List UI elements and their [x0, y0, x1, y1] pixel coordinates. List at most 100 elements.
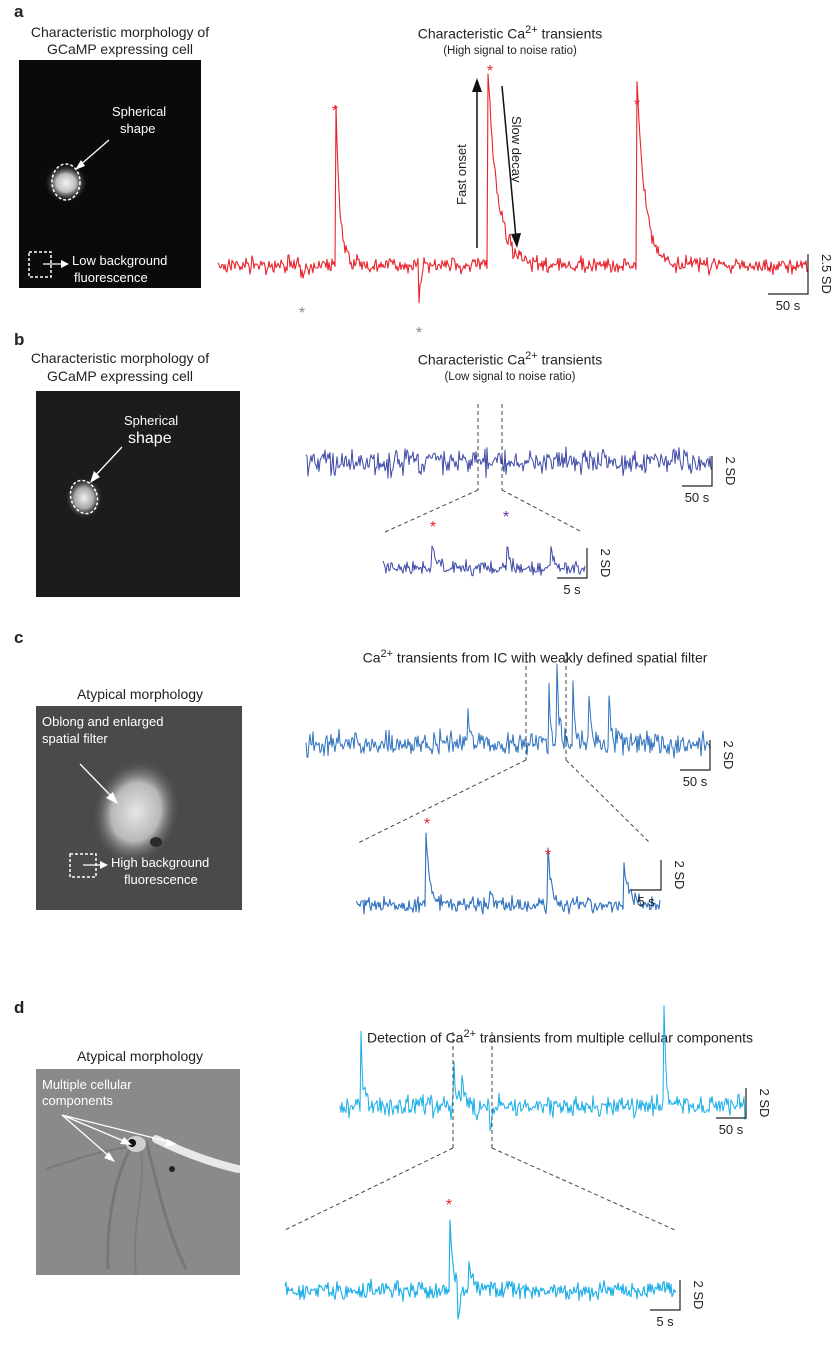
panel-b-zoom-scalebar-bar — [557, 548, 588, 579]
panel-b-zoom-scalebar-x-label: 5 s — [563, 582, 581, 597]
panel-c-trace-title: Ca2+ transients from IC with weakly defi… — [362, 648, 708, 666]
panel-d-arrow-3 — [61, 1114, 171, 1143]
superscript-2plus: 2+ — [525, 350, 538, 362]
panel-b-label-shape-line1: Spherical — [124, 413, 179, 428]
panel-a-shape-arrow — [78, 139, 110, 167]
panel-a-trace-title: Characteristic Ca2+ transients — [417, 24, 603, 42]
panel-b-image-caption-line2: GCaMP expressing cell — [46, 368, 194, 384]
panel-c-scalebar-y-label: 2 SD — [721, 741, 736, 770]
panel-a-decay-arrow — [501, 85, 517, 239]
panel-c-zoom-scalebar-x-label: 5 s — [637, 894, 655, 909]
panel-a-star-gray-1: * — [299, 305, 305, 322]
panel-d-micrograph: Multiple cellular components — [36, 1069, 240, 1275]
panel-b-zoom-line-right — [501, 489, 583, 533]
panel-d-dark-spot — [128, 1139, 136, 1147]
panel-d-zoom-scalebar-y-label: 2 SD — [691, 1281, 706, 1310]
panel-d-zoom-line-left — [284, 1147, 454, 1231]
panel-c-star-1: * — [424, 816, 430, 833]
panel-c-star-2: * — [545, 847, 551, 864]
panel-b-scalebar-y-label: 2 SD — [723, 457, 738, 486]
panel-a-bg-arrowhead — [61, 260, 69, 268]
panel-letter-b: b — [14, 330, 25, 349]
panel-b-shape-arrow — [93, 446, 123, 478]
panel-d-zoom-scalebar-bar — [650, 1280, 681, 1311]
panel-c-label-filter-line2: spatial filter — [42, 731, 108, 746]
panel-a-micrograph: Spherical shape Low background fluoresce… — [19, 60, 201, 288]
panel-c-zoom-line-right — [565, 759, 651, 844]
panel-b-scalebar-x-label: 50 s — [685, 490, 710, 505]
panel-c-zoom-scalebar-y-label: 2 SD — [672, 861, 687, 890]
panel-a-label-bg-line2: fluorescence — [74, 270, 148, 285]
panel-a-image-caption-line2: GCaMP expressing cell — [46, 41, 194, 57]
panel-c-zoom-trace — [355, 832, 661, 915]
panel-d-trace-title: Detection of Ca2+ transients from multip… — [366, 1028, 754, 1046]
superscript-2plus: 2+ — [463, 1028, 477, 1040]
panel-b-cell-body — [65, 477, 103, 519]
panel-c-filter-arrow — [79, 763, 115, 800]
panel-a-star-1: * — [332, 103, 338, 120]
panel-d-bright-process — [152, 1135, 240, 1173]
panel-a-scalebar-y-label: 2.5 SD — [819, 254, 832, 294]
panel-c-label-filter-line1: Oblong and enlarged — [42, 714, 164, 729]
panel-a-star-2: * — [487, 63, 493, 80]
panel-a-shape-arrowhead — [75, 160, 85, 170]
panel-d-star-1: * — [446, 1197, 452, 1214]
panel-c-micrograph-svg — [69, 758, 181, 878]
panel-c-zoom-scalebar-bar — [631, 860, 662, 891]
panel-c-micrograph: Oblong and enlarged spatial filter High … — [36, 706, 242, 910]
panel-letter-c: c — [14, 628, 24, 647]
panel-b-star-2: * — [503, 509, 509, 526]
panel-d-scalebar-x-label: 50 s — [719, 1122, 744, 1137]
panel-b-label-shape-line2: shape — [128, 430, 172, 447]
panel-a-cell-outline — [51, 163, 81, 201]
panel-c-image-caption: Atypical morphology — [76, 686, 204, 702]
panel-a-label-bg-line1: Low background — [72, 253, 168, 268]
panel-a-star-3: * — [634, 97, 640, 114]
panel-c-label-bg-line2: fluorescence — [124, 872, 198, 887]
panel-b-trace — [305, 446, 712, 479]
panel-b-zoom-scalebar-y-label: 2 SD — [598, 549, 613, 578]
superscript-2plus: 2+ — [380, 648, 394, 660]
panel-b-shape-arrowhead — [90, 471, 100, 483]
panel-d-process-4 — [133, 1150, 144, 1275]
panel-b-trace-title: Characteristic Ca2+ transients — [417, 350, 603, 368]
panel-d-label-components-line1: Multiple cellular — [42, 1077, 132, 1092]
panel-d-arrowhead-3 — [165, 1139, 177, 1147]
panel-d-zoom-trace — [284, 1219, 677, 1320]
panel-a-label-shape-line2: shape — [120, 121, 156, 136]
panel-b-zoom-trace — [382, 545, 586, 577]
panel-a-decay-label: Slow decay — [509, 116, 524, 183]
panel-d-zoom-line-right — [491, 1147, 676, 1231]
panel-b-image-caption-line1: Characteristic morphology of — [30, 350, 210, 366]
panel-c-dark-spot — [150, 837, 162, 847]
panel-c-scalebar-x-label: 50 s — [683, 774, 708, 789]
panel-a-decay-arrowhead — [511, 233, 521, 248]
panel-a-trace-subtitle: (High signal to noise ratio) — [443, 45, 577, 57]
panel-d-process-2 — [144, 1140, 188, 1270]
panel-c-zoom-line-left — [357, 759, 527, 844]
panel-a-trace — [217, 73, 809, 304]
panel-c-scalebar-bar — [680, 740, 711, 771]
panel-d-trace — [339, 1005, 746, 1132]
panel-d-scalebar-y-label: 2 SD — [757, 1089, 772, 1118]
panel-b-trace-subtitle: (Low signal to noise ratio) — [444, 371, 576, 383]
panel-d-zoom-scalebar-x-label: 5 s — [656, 1314, 674, 1329]
panel-d-micrograph-svg — [45, 1114, 240, 1275]
panel-a-micrograph-svg — [28, 139, 110, 278]
panel-letter-a: a — [14, 2, 24, 21]
panel-a-star-gray-2: * — [416, 325, 422, 342]
panel-b-zoom-line-left — [384, 489, 479, 533]
panel-c-trace — [305, 663, 711, 759]
panel-a-image-caption-line1: Characteristic morphology of — [30, 24, 210, 40]
panel-d-scalebar-bar — [716, 1088, 747, 1119]
panel-a-scalebar-x-label: 50 s — [776, 298, 801, 313]
panel-a-label-shape-line1: Spherical — [112, 104, 167, 119]
panel-d-dark-spot-2 — [169, 1166, 175, 1172]
panel-letter-d: d — [14, 998, 25, 1017]
panel-d-process-3 — [45, 1146, 132, 1170]
panel-a-scalebar-bar — [768, 254, 809, 295]
panel-d-arrow-2 — [61, 1114, 111, 1158]
panel-a-onset-arrowhead — [472, 78, 482, 92]
panel-c-label-bg-line1: High background — [111, 855, 210, 870]
panel-d-arrow-1 — [61, 1114, 127, 1143]
